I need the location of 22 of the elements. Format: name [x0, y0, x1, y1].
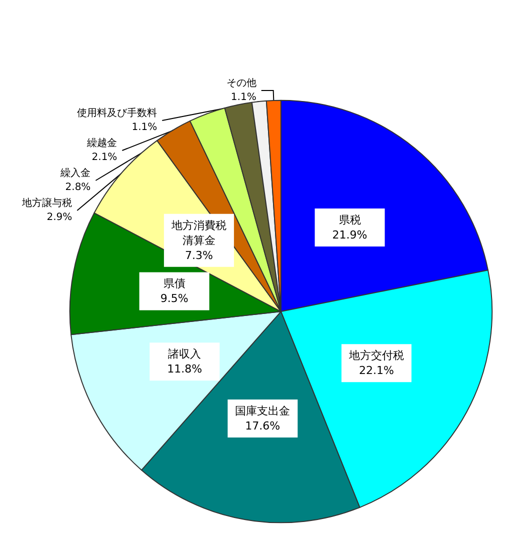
slice-label: 使用料及び手数料 [77, 107, 158, 119]
data-label: 9.5% [160, 292, 188, 306]
data-label: 11.8% [167, 362, 202, 376]
slice-label: 国庫支出金 [235, 404, 290, 418]
data-label: 2.8% [65, 182, 91, 193]
slice-label: 繰越金 [86, 137, 118, 149]
data-label: 17.6% [245, 420, 280, 433]
data-label: 7.3% [184, 248, 213, 262]
slice-label: 県債 [163, 277, 186, 290]
data-label: 1.1% [230, 92, 256, 103]
data-label: 2.9% [46, 212, 72, 223]
slice-label: 地方消費税清算金 [170, 218, 226, 247]
slice-label: 地方譲与税 [21, 197, 72, 209]
data-label: 1.1% [132, 122, 158, 133]
data-label: 22.1% [358, 364, 394, 378]
slice-label: 県税 [338, 214, 361, 227]
slice-label: 地方交付税 [348, 349, 404, 362]
data-label: 2.1% [92, 152, 118, 163]
data-label: 21.9% [332, 228, 368, 242]
slice-label: その他 [226, 77, 256, 89]
slice-label: 繰入金 [60, 167, 91, 179]
slice-label: 諸収入 [168, 348, 202, 361]
